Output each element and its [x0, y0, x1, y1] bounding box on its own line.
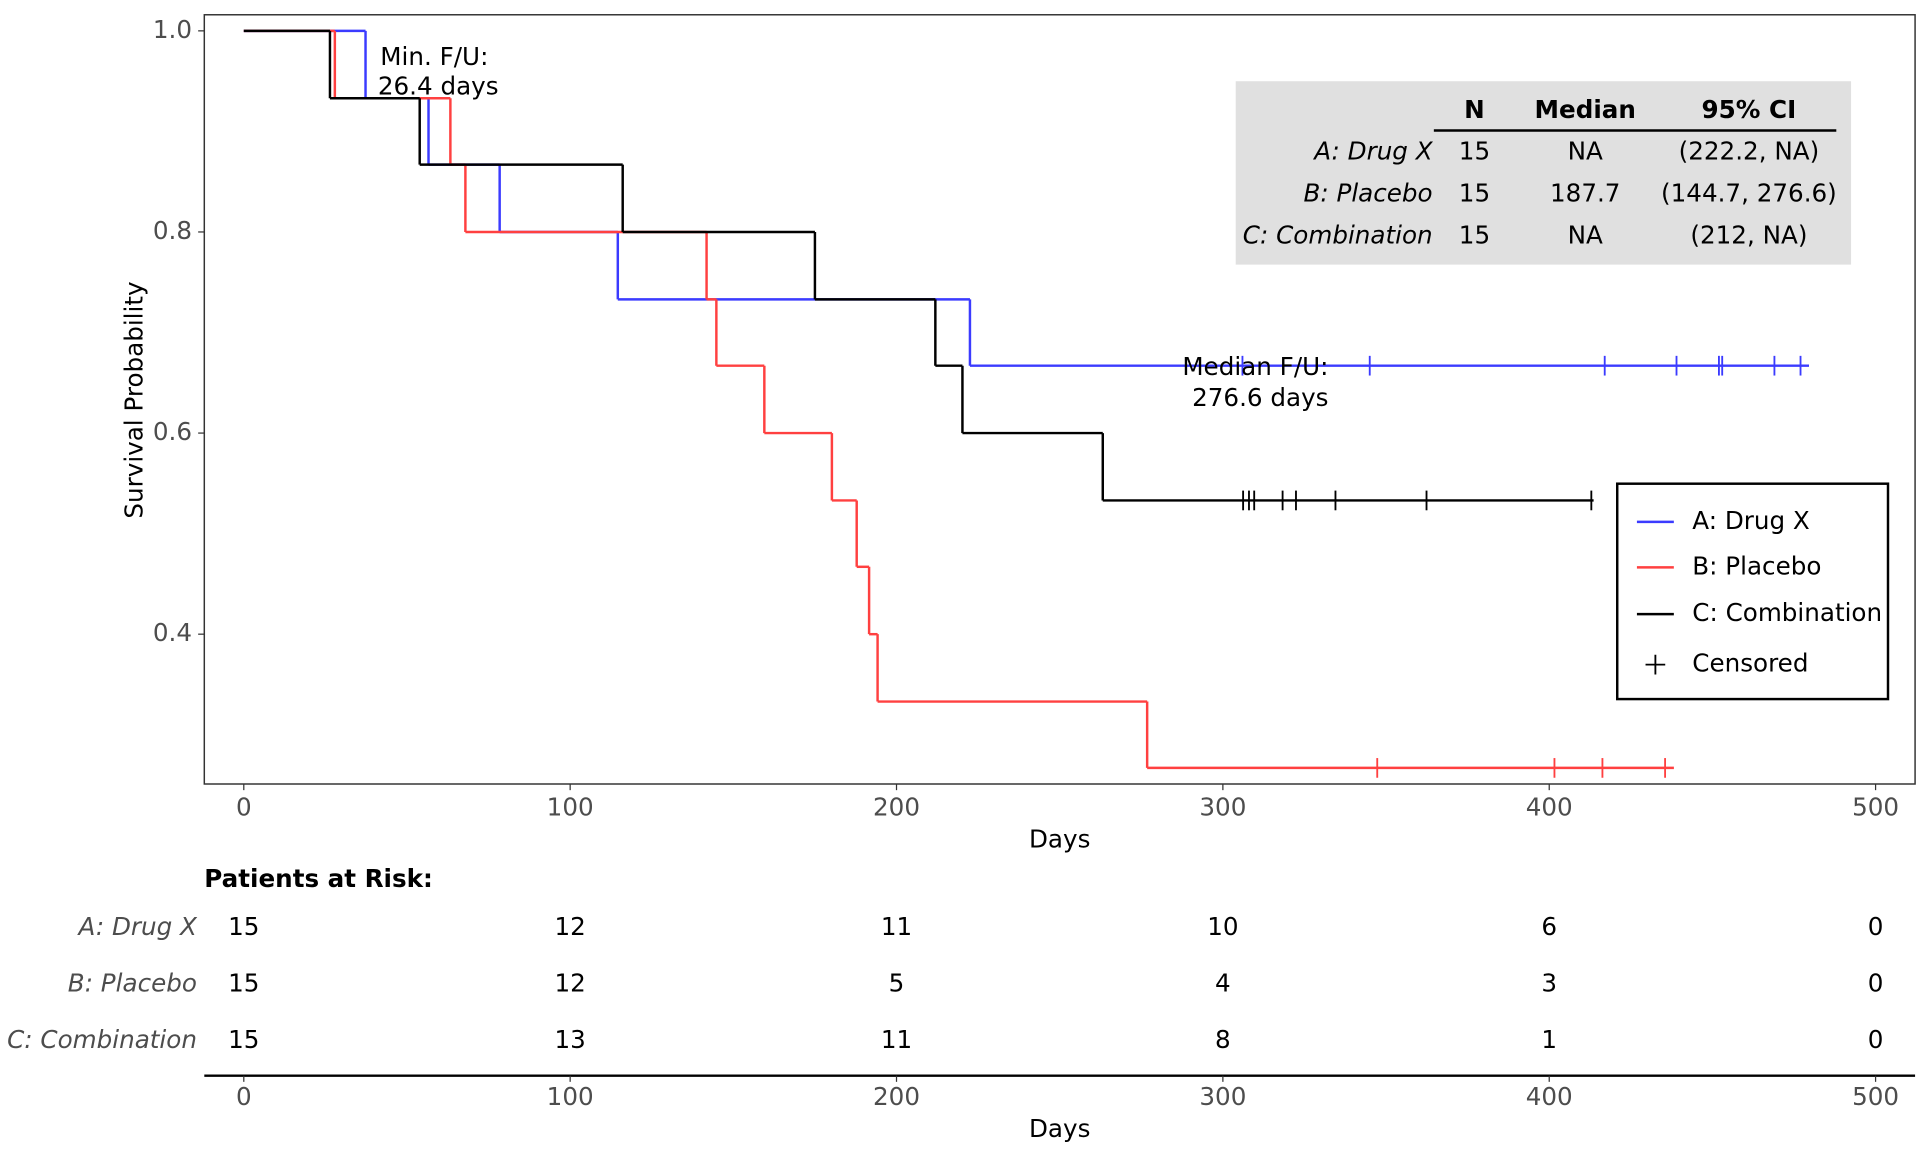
risk-count: 12	[554, 912, 585, 941]
x-tick-label: 300	[1199, 793, 1246, 822]
summary-cell: 187.7	[1550, 178, 1620, 207]
risk-count: 12	[554, 969, 585, 998]
legend-label: C: Combination	[1692, 598, 1882, 627]
summary-row-label: A: Drug X	[1312, 137, 1434, 166]
y-axis-title: Survival Probability	[119, 281, 148, 518]
annotation: 276.6 days	[1192, 383, 1328, 412]
risk-count: 13	[554, 1025, 585, 1054]
y-tick-label: 1.0	[153, 15, 192, 44]
summary-cell: 15	[1459, 137, 1490, 166]
annotation: 26.4 days	[378, 71, 499, 100]
x-tick-label: 0	[236, 793, 252, 822]
summary-row-label: B: Placebo	[1304, 178, 1433, 207]
risk-count: 3	[1541, 969, 1557, 998]
x-tick-label: 100	[547, 793, 594, 822]
risk-count: 1	[1541, 1025, 1557, 1054]
plot-frame	[203, 14, 1916, 785]
annotation: Min. F/U:	[380, 42, 488, 71]
summary-cell: (144.7, 276.6)	[1661, 178, 1837, 207]
legend-censor-symbol	[1645, 654, 1666, 675]
summary-cell: (212, NA)	[1690, 220, 1807, 249]
risk-row-label: C: Combination	[7, 1025, 197, 1054]
risk-x-axis-title: Days	[1029, 1114, 1090, 1143]
legend-label: Censored	[1692, 649, 1808, 678]
risk-title: Patients at Risk:	[204, 864, 433, 893]
risk-count: 8	[1215, 1025, 1231, 1054]
summary-header: Median	[1535, 95, 1636, 124]
x-axis-title: Days	[1029, 825, 1090, 854]
risk-x-tick-label: 400	[1526, 1082, 1573, 1111]
risk-row-label: B: Placebo	[68, 969, 197, 998]
summary-cell: 15	[1459, 178, 1490, 207]
y-tick-label: 0.8	[153, 216, 192, 245]
risk-count: 11	[881, 912, 912, 941]
summary-cell: (222.2, NA)	[1679, 137, 1820, 166]
y-tick-label: 0.6	[153, 417, 192, 446]
risk-count: 15	[228, 912, 259, 941]
risk-count: 5	[889, 969, 905, 998]
risk-count: 10	[1207, 912, 1238, 941]
summary-header: N	[1464, 95, 1485, 124]
risk-x-tick-label: 500	[1852, 1082, 1899, 1111]
risk-row-label: A: Drug X	[77, 912, 199, 941]
legend-label: B: Placebo	[1692, 551, 1821, 580]
risk-count: 0	[1868, 912, 1884, 941]
summary-row-label: C: Combination	[1243, 220, 1433, 249]
risk-count: 4	[1215, 969, 1231, 998]
legend-box	[1616, 482, 1890, 701]
risk-count: 0	[1868, 1025, 1884, 1054]
risk-count: 15	[228, 1025, 259, 1054]
summary-header: 95% CI	[1702, 95, 1797, 124]
risk-count: 0	[1868, 969, 1884, 998]
risk-x-tick-label: 300	[1199, 1082, 1246, 1111]
summary-cell: NA	[1568, 137, 1603, 166]
x-tick-label: 200	[873, 793, 920, 822]
risk-count: 11	[881, 1025, 912, 1054]
legend-label: A: Drug X	[1692, 506, 1810, 535]
annotation: Median F/U:	[1182, 352, 1328, 381]
risk-x-tick-label: 200	[873, 1082, 920, 1111]
summary-cell: NA	[1568, 220, 1603, 249]
x-tick-label: 400	[1526, 793, 1573, 822]
risk-count: 6	[1541, 912, 1557, 941]
risk-count: 15	[228, 969, 259, 998]
summary-cell: 15	[1459, 220, 1490, 249]
summary-box	[1235, 81, 1852, 265]
risk-x-tick-label: 0	[236, 1082, 252, 1111]
y-tick-label: 0.4	[153, 618, 192, 647]
risk-x-tick-label: 100	[547, 1082, 594, 1111]
x-tick-label: 500	[1852, 793, 1899, 822]
